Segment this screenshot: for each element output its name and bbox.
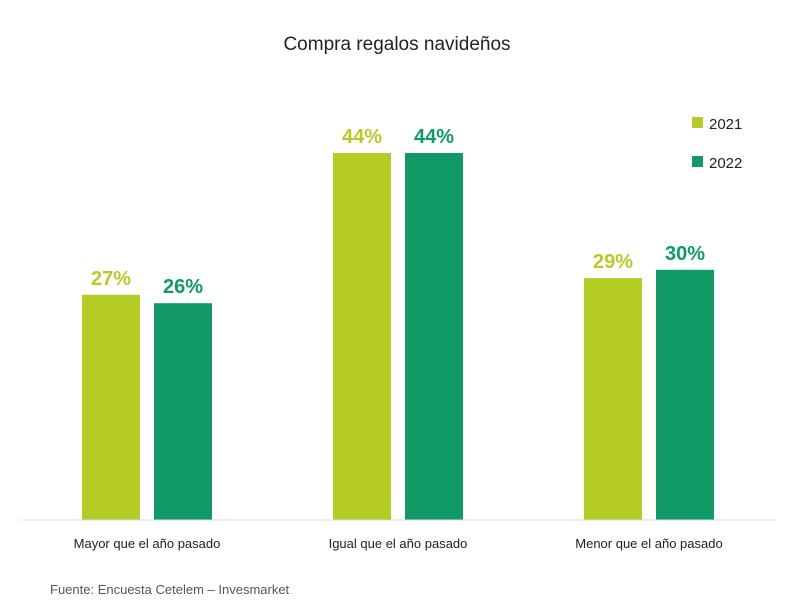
legend: 2021 2022 — [692, 116, 742, 172]
category-label-igual: Igual que el año pasado — [329, 536, 468, 551]
data-label-igual-2022: 44% — [414, 126, 454, 148]
data-label-mayor-2021: 27% — [91, 268, 131, 290]
bar-mayor-2021 — [82, 294, 140, 520]
legend-label-2022: 2022 — [709, 155, 742, 172]
chart-title: Compra regalos navideños — [283, 34, 510, 55]
bar-menor-2022 — [656, 269, 714, 520]
data-labels-group: 27% 26% 44% 44% 29% 30% — [91, 126, 705, 298]
legend-swatch-2021 — [692, 117, 703, 128]
source-note: Fuente: Encuesta Cetelem – Invesmarket — [50, 582, 290, 597]
bar-igual-2021 — [333, 153, 391, 520]
legend-swatch-2022 — [692, 156, 703, 167]
legend-label-2021: 2021 — [709, 116, 742, 133]
data-label-menor-2021: 29% — [593, 251, 633, 273]
data-label-menor-2022: 30% — [665, 243, 705, 265]
category-label-menor: Menor que el año pasado — [575, 536, 722, 551]
bar-mayor-2022 — [154, 303, 212, 520]
bar-menor-2021 — [584, 278, 642, 520]
category-label-mayor: Mayor que el año pasado — [74, 536, 221, 551]
bar-igual-2022 — [405, 153, 463, 520]
bars-group — [82, 153, 714, 520]
data-label-mayor-2022: 26% — [163, 276, 203, 298]
data-label-igual-2021: 44% — [342, 126, 382, 148]
